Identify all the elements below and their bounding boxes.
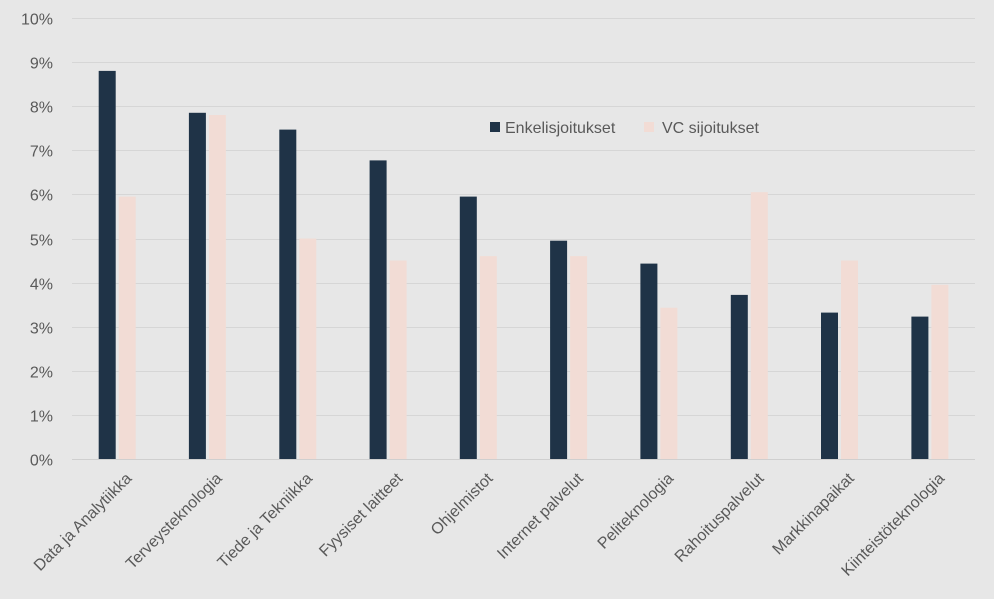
bar-enkelisjoitukset xyxy=(640,263,658,459)
legend-background xyxy=(462,108,798,146)
x-tick-label: Internet palvelut xyxy=(494,470,587,563)
x-tick-label: Markkinapaikat xyxy=(770,470,858,558)
bar-enkelisjoitukset xyxy=(98,70,116,460)
y-tick-label: 5% xyxy=(30,233,53,250)
bar-vc-sijoitukset xyxy=(841,260,858,459)
x-tick-label: Kiinteistöteknologia xyxy=(839,470,949,580)
x-tick-label: Terveysteknologia xyxy=(123,470,226,573)
bar-vc-sijoitukset xyxy=(570,256,588,459)
y-tick-label: 0% xyxy=(30,453,53,470)
legend-label-enkelisjoitukset: Enkelisjoitukset xyxy=(505,120,616,137)
bar-vc-sijoitukset xyxy=(389,260,407,459)
y-tick-label: 6% xyxy=(30,188,53,205)
y-tick-label: 8% xyxy=(30,100,53,117)
y-tick-label: 2% xyxy=(30,365,53,382)
bar-enkelisjoitukset xyxy=(821,312,838,459)
bar-enkelisjoitukset xyxy=(279,129,297,459)
y-tick-label: 10% xyxy=(21,12,53,29)
x-tick-label: Peliteknologia xyxy=(595,470,678,553)
x-tick-label: Data ja Analytiikka xyxy=(31,470,136,575)
legend: Enkelisjoitukset VC sijoitukset xyxy=(462,108,798,146)
bar-vc-sijoitukset xyxy=(208,115,226,459)
x-tick-label: Tiede ja Tekniikka xyxy=(215,470,316,571)
legend-swatch-vc-sijoitukset xyxy=(644,122,654,132)
y-tick-label: 9% xyxy=(30,56,53,73)
legend-label-vc-sijoitukset: VC sijoitukset xyxy=(662,120,759,137)
bar-vc-sijoitukset xyxy=(118,196,136,459)
bar-vc-sijoitukset xyxy=(750,192,768,459)
x-tick-label: Fyysiset laitteet xyxy=(316,470,406,560)
bar-enkelisjoitukset xyxy=(459,196,477,459)
x-tick-label: Rahoituspalvelut xyxy=(672,470,768,566)
x-tick-label: Ohjelmistot xyxy=(428,470,497,539)
bar-vc-sijoitukset xyxy=(299,238,317,459)
gridlines xyxy=(72,18,975,460)
bar-enkelisjoitukset xyxy=(550,240,568,459)
bar-enkelisjoitukset xyxy=(188,112,206,460)
bar-vc-sijoitukset xyxy=(931,284,949,459)
bar-enkelisjoitukset xyxy=(369,160,387,459)
bar-vc-sijoitukset xyxy=(479,256,497,459)
y-tick-label: 1% xyxy=(30,409,53,426)
bar-enkelisjoitukset xyxy=(730,294,748,459)
y-tick-label: 7% xyxy=(30,144,53,161)
bar-vc-sijoitukset xyxy=(660,307,678,459)
bar-enkelisjoitukset xyxy=(911,316,929,459)
y-tick-label: 4% xyxy=(30,277,53,294)
y-axis-tick-labels: 0% 1% 2% 3% 4% 5% 6% 7% 8% 9% 10% xyxy=(21,12,53,470)
x-axis-tick-labels: Data ja AnalytiikkaTerveysteknologiaTied… xyxy=(31,470,948,580)
bars xyxy=(98,70,949,460)
y-tick-label: 3% xyxy=(30,321,53,338)
legend-swatch-enkelisjoitukset xyxy=(490,122,500,132)
